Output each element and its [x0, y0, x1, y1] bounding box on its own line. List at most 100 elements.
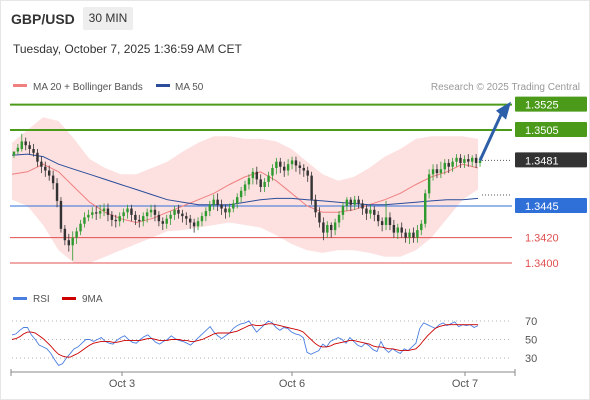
- candle-body: [388, 217, 392, 225]
- candle-body: [302, 168, 306, 171]
- candle-body: [98, 211, 102, 214]
- candle-body: [51, 175, 55, 184]
- candle-body: [110, 214, 114, 220]
- rsi-tick-30: 30: [525, 353, 537, 365]
- candle-body: [185, 216, 188, 219]
- candle-body: [216, 199, 219, 205]
- candle-body: [220, 204, 223, 209]
- candle-body: [20, 141, 24, 149]
- candle-body: [40, 161, 43, 167]
- forecast-arrow-head: [496, 101, 511, 120]
- rsi-tick-50: 50: [525, 335, 537, 347]
- candle-body: [392, 225, 396, 233]
- candle-body: [373, 209, 376, 215]
- candle-body: [145, 212, 149, 217]
- candle-body: [333, 222, 337, 231]
- candle-body: [251, 171, 255, 179]
- level-label-1-3481: 1.3481: [525, 155, 559, 167]
- level-tag-1-3445: [515, 198, 587, 213]
- rsi-legend-label: RSI: [33, 294, 50, 305]
- candle-body: [431, 169, 435, 175]
- candle-body: [196, 221, 200, 227]
- candle-body: [177, 209, 180, 214]
- ma20-line: [11, 163, 479, 224]
- candle-body: [478, 160, 482, 163]
- candle-body: [357, 199, 360, 204]
- candle-body: [384, 217, 388, 225]
- candle-body: [165, 218, 168, 224]
- candle-body: [404, 232, 407, 238]
- candle-body: [326, 225, 329, 233]
- candle-body: [412, 232, 415, 238]
- candle-body: [451, 161, 454, 167]
- x-tick-label: Oct 3: [109, 378, 135, 390]
- candle-body: [32, 149, 35, 153]
- candle-body: [365, 208, 368, 214]
- candle-body: [153, 209, 157, 215]
- rsi-line: [11, 320, 479, 366]
- level-label-1-3420: 1.3420: [525, 233, 559, 245]
- candle-body: [443, 162, 447, 170]
- candle-body: [337, 214, 341, 223]
- candle-body: [427, 174, 431, 194]
- candle-body: [75, 231, 78, 238]
- candle-body: [329, 225, 333, 231]
- candle-body: [118, 216, 121, 222]
- candle-body: [67, 240, 71, 246]
- candle-body: [361, 203, 364, 209]
- candle-body: [349, 199, 353, 205]
- candle-body: [192, 222, 196, 227]
- level-label-1-3525: 1.3525: [525, 100, 559, 112]
- candle-body: [447, 162, 450, 167]
- candle-body: [376, 214, 380, 222]
- candle-body: [47, 170, 51, 176]
- candle-body: [275, 161, 278, 168]
- candle-body: [149, 209, 153, 213]
- candle-body: [16, 147, 20, 152]
- ma20-legend-label: MA 20 + Bollinger Bands: [33, 82, 143, 93]
- candle-body: [400, 227, 403, 233]
- candle-body: [243, 184, 247, 191]
- candle-body: [87, 214, 90, 218]
- candle-body: [130, 208, 133, 215]
- rsi-ma-line: [11, 323, 478, 358]
- candle-body: [435, 169, 439, 174]
- candle-body: [208, 204, 212, 212]
- candle-body: [279, 161, 282, 167]
- candle-body: [228, 208, 231, 213]
- candle-body: [91, 212, 94, 215]
- level-tag-1-3525: [515, 96, 587, 112]
- candle-body: [28, 145, 31, 149]
- symbol-title: GBP/USD: [11, 11, 75, 27]
- candle-body: [138, 219, 141, 222]
- candle-body: [396, 227, 400, 233]
- candle-body: [255, 171, 259, 180]
- level-label-1-3505: 1.3505: [525, 125, 559, 137]
- candle-body: [94, 212, 98, 214]
- candle-body: [204, 211, 208, 217]
- ma50-legend-swatch: [156, 84, 170, 87]
- x-tick-label: Oct 6: [279, 378, 305, 390]
- candle-body: [380, 221, 384, 225]
- candle-body: [24, 141, 27, 146]
- candle-body: [126, 208, 129, 213]
- level-tag-1-3505: [515, 122, 587, 137]
- ma50-legend-label: MA 50: [175, 82, 204, 93]
- ma20-legend-swatch: [13, 84, 27, 87]
- candle-body: [114, 219, 118, 222]
- candle-body: [345, 199, 349, 206]
- candle-body: [271, 168, 274, 176]
- candle-body: [169, 214, 172, 219]
- candle-body: [298, 165, 302, 168]
- candle-body: [173, 209, 176, 215]
- level-tag-1-3481: [515, 152, 587, 168]
- candle-body: [459, 157, 462, 163]
- candle-body: [247, 178, 251, 185]
- candle-body: [55, 183, 59, 201]
- candle-body: [44, 166, 47, 171]
- chart-header: GBP/USD 30 MIN: [0, 0, 590, 38]
- candle-body: [463, 159, 466, 163]
- level-label-1-3445: 1.3445: [525, 201, 559, 213]
- timeframe-badge[interactable]: 30 MIN: [83, 7, 133, 30]
